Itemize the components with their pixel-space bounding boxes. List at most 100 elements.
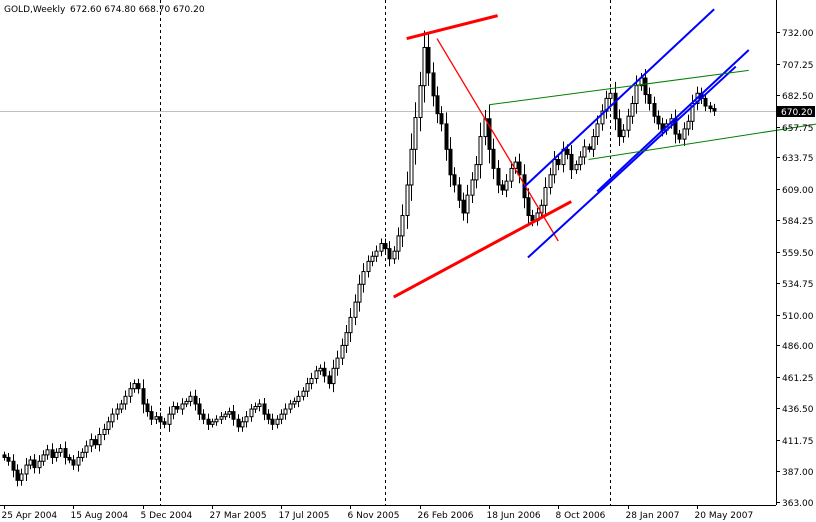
candle bbox=[396, 227, 401, 260]
candle bbox=[167, 406, 172, 432]
candle bbox=[15, 464, 20, 487]
candle bbox=[93, 435, 98, 449]
current-price-marker: 670.20 bbox=[777, 106, 815, 118]
candle bbox=[76, 450, 81, 472]
candle bbox=[370, 251, 375, 267]
candle bbox=[626, 108, 631, 138]
candle bbox=[383, 238, 388, 254]
x-tick-label: 26 Feb 2006 bbox=[418, 511, 474, 521]
trend-line[interactable] bbox=[436, 38, 559, 242]
candle bbox=[210, 418, 215, 428]
candle bbox=[595, 115, 600, 145]
candle bbox=[301, 387, 306, 401]
candle bbox=[617, 109, 622, 147]
candle bbox=[335, 350, 340, 376]
candle bbox=[708, 102, 713, 113]
candle bbox=[703, 93, 708, 112]
candle bbox=[600, 104, 605, 131]
candle bbox=[132, 379, 137, 393]
x-tick-label: 25 Apr 2004 bbox=[2, 511, 58, 521]
candle bbox=[149, 405, 154, 426]
candle bbox=[115, 403, 120, 420]
candle bbox=[80, 448, 85, 462]
candle bbox=[357, 274, 362, 312]
trend-line[interactable] bbox=[488, 69, 749, 106]
candle bbox=[45, 444, 50, 460]
candle bbox=[305, 377, 310, 398]
candle bbox=[180, 398, 185, 415]
candle bbox=[162, 417, 167, 429]
candle bbox=[379, 238, 384, 257]
candle bbox=[236, 414, 241, 432]
candle bbox=[97, 427, 102, 452]
x-tick-label: 15 Aug 2004 bbox=[71, 511, 129, 521]
candle bbox=[279, 409, 284, 425]
candle bbox=[652, 96, 657, 124]
candle bbox=[102, 423, 107, 441]
trend-line[interactable] bbox=[588, 123, 816, 161]
candle bbox=[374, 245, 379, 262]
candle bbox=[647, 87, 652, 111]
candle bbox=[470, 172, 475, 203]
x-axis-ticks: 25 Apr 2004 15 Aug 2004 5 Dec 2004 27 Mar 2… bbox=[2, 505, 754, 521]
candle bbox=[439, 106, 444, 132]
y-tick-label: 486.00 bbox=[782, 342, 814, 352]
candle bbox=[84, 440, 89, 458]
x-tick-label: 5 Dec 2004 bbox=[141, 511, 193, 521]
candle bbox=[478, 122, 483, 179]
candle bbox=[487, 104, 492, 164]
candle bbox=[327, 370, 332, 389]
candle bbox=[409, 133, 414, 201]
candle bbox=[413, 102, 418, 165]
candle bbox=[223, 410, 228, 420]
candle bbox=[405, 171, 410, 229]
candle bbox=[435, 86, 440, 124]
chart-title: GOLD,Weekly bbox=[4, 5, 66, 15]
candle bbox=[123, 390, 128, 410]
candle bbox=[214, 415, 219, 426]
candle bbox=[361, 263, 366, 293]
candle bbox=[331, 359, 336, 393]
trend-line[interactable] bbox=[392, 200, 572, 299]
candle bbox=[67, 454, 72, 464]
y-tick-label: 534.75 bbox=[782, 280, 814, 290]
candle bbox=[141, 379, 146, 414]
current-price-label: 670.20 bbox=[781, 108, 813, 118]
candle bbox=[314, 365, 319, 384]
x-tick-label: 20 May 2007 bbox=[695, 511, 754, 521]
candle bbox=[474, 156, 479, 189]
candle bbox=[504, 174, 509, 198]
trend-line[interactable] bbox=[406, 14, 498, 41]
candle bbox=[50, 443, 55, 465]
candle bbox=[712, 103, 717, 116]
candle bbox=[89, 433, 94, 453]
candle bbox=[11, 454, 16, 478]
candle bbox=[461, 192, 466, 221]
x-tick-label: 27 Mar 2005 bbox=[210, 511, 267, 521]
candle bbox=[119, 399, 124, 414]
trend-line[interactable] bbox=[527, 65, 737, 259]
candle bbox=[184, 398, 189, 408]
candle bbox=[296, 390, 301, 408]
y-tick-label: 707.25 bbox=[782, 61, 814, 71]
y-tick-label: 411.75 bbox=[782, 437, 814, 447]
candle bbox=[496, 160, 501, 194]
y-tick-label: 363.00 bbox=[782, 499, 814, 509]
candle bbox=[201, 409, 206, 425]
candle bbox=[154, 411, 159, 424]
candle bbox=[257, 399, 262, 412]
candle bbox=[400, 204, 405, 248]
candle bbox=[262, 398, 267, 421]
x-tick-label: 17 Jul 2005 bbox=[279, 511, 330, 521]
candle bbox=[318, 364, 323, 375]
candle bbox=[526, 188, 531, 226]
x-tick-label: 6 Nov 2005 bbox=[348, 511, 400, 521]
candle bbox=[19, 468, 24, 486]
y-tick-label: 559.50 bbox=[782, 249, 814, 259]
candle bbox=[2, 451, 7, 461]
candle bbox=[444, 112, 449, 161]
candle bbox=[106, 416, 111, 435]
trend-line[interactable] bbox=[522, 8, 715, 189]
candle bbox=[392, 246, 397, 264]
